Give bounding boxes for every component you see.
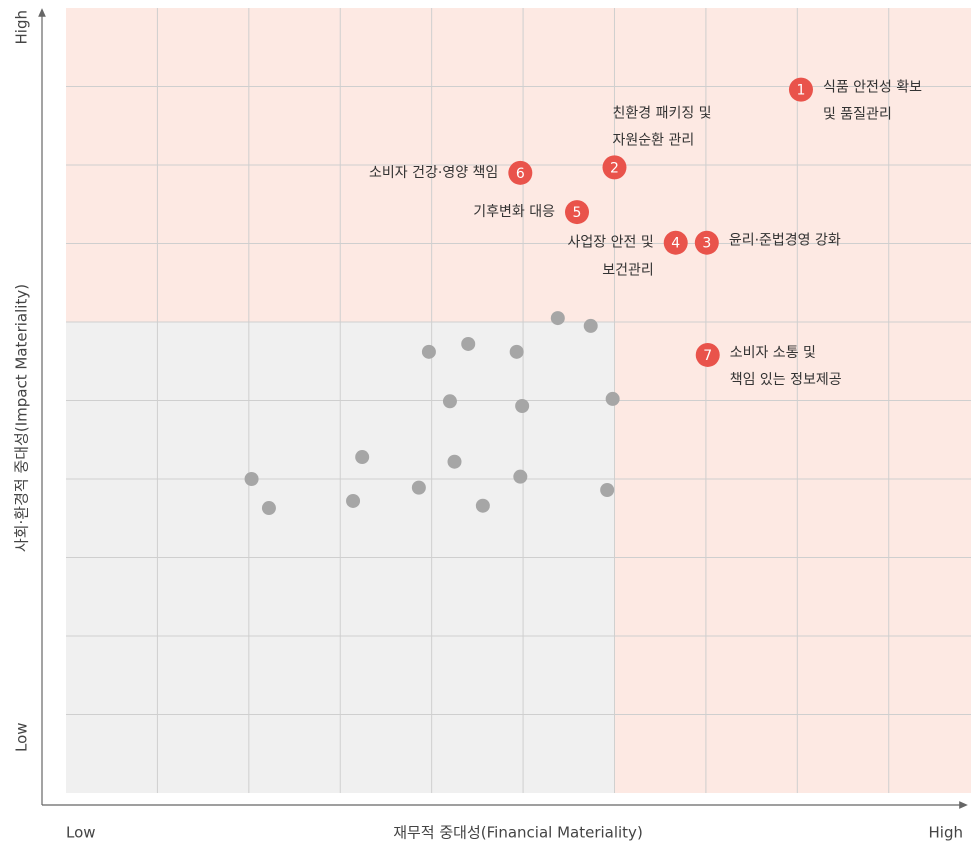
issue-point bbox=[508, 160, 533, 185]
point bbox=[475, 498, 490, 513]
point bbox=[600, 482, 615, 497]
issue-label: 소비자 건강·영양 책임 bbox=[369, 165, 498, 181]
issue-point bbox=[602, 155, 627, 180]
point bbox=[550, 311, 565, 326]
issue-label: 친환경 패키징 및 bbox=[612, 105, 711, 121]
y-low-label: Low bbox=[13, 722, 31, 752]
point bbox=[261, 501, 276, 516]
issue-label: 및 품질관리 bbox=[823, 107, 892, 123]
x-axis-title: 재무적 중대성(Financial Materiality) bbox=[393, 824, 643, 842]
point-number: 1 bbox=[797, 83, 806, 99]
issue-label: 책임 있는 정보제공 bbox=[730, 372, 842, 388]
point bbox=[509, 344, 524, 359]
point bbox=[442, 394, 457, 409]
point bbox=[461, 336, 476, 351]
issue-label: 소비자 소통 및 bbox=[730, 345, 816, 361]
issue-label: 보건관리 bbox=[602, 263, 654, 279]
y-axis-title: 사회·환경적 중대성(Impact Materiality) bbox=[13, 284, 31, 552]
x-high-label: High bbox=[929, 824, 963, 842]
point bbox=[515, 398, 530, 413]
point bbox=[605, 391, 620, 406]
point-number: 2 bbox=[610, 160, 619, 176]
x-low-label: Low bbox=[66, 824, 96, 842]
point-number: 5 bbox=[573, 205, 582, 221]
point bbox=[411, 480, 426, 495]
point-number: 6 bbox=[516, 166, 525, 182]
point bbox=[244, 472, 259, 486]
issue-point bbox=[788, 77, 813, 102]
issue-label: 윤리·준법경영 강화 bbox=[729, 233, 841, 249]
point-number: 4 bbox=[671, 236, 680, 252]
point bbox=[421, 344, 436, 359]
issue-point bbox=[663, 230, 688, 255]
point bbox=[513, 469, 528, 484]
issue-label: 사업장 안전 및 bbox=[568, 235, 654, 251]
point-number: 3 bbox=[702, 236, 711, 252]
point bbox=[447, 454, 462, 469]
point bbox=[355, 450, 370, 465]
y-high-label: High bbox=[13, 10, 31, 44]
point bbox=[583, 318, 598, 333]
issue-label: 자원순환 관리 bbox=[612, 132, 694, 148]
issue-point bbox=[695, 342, 720, 367]
issue-label: 기후변화 대응 bbox=[473, 204, 555, 220]
issue-point bbox=[565, 200, 590, 225]
issue-point bbox=[694, 230, 719, 255]
point-number: 7 bbox=[703, 348, 712, 364]
issue-label: 식품 안전성 확보 bbox=[823, 80, 922, 96]
point bbox=[346, 493, 361, 508]
